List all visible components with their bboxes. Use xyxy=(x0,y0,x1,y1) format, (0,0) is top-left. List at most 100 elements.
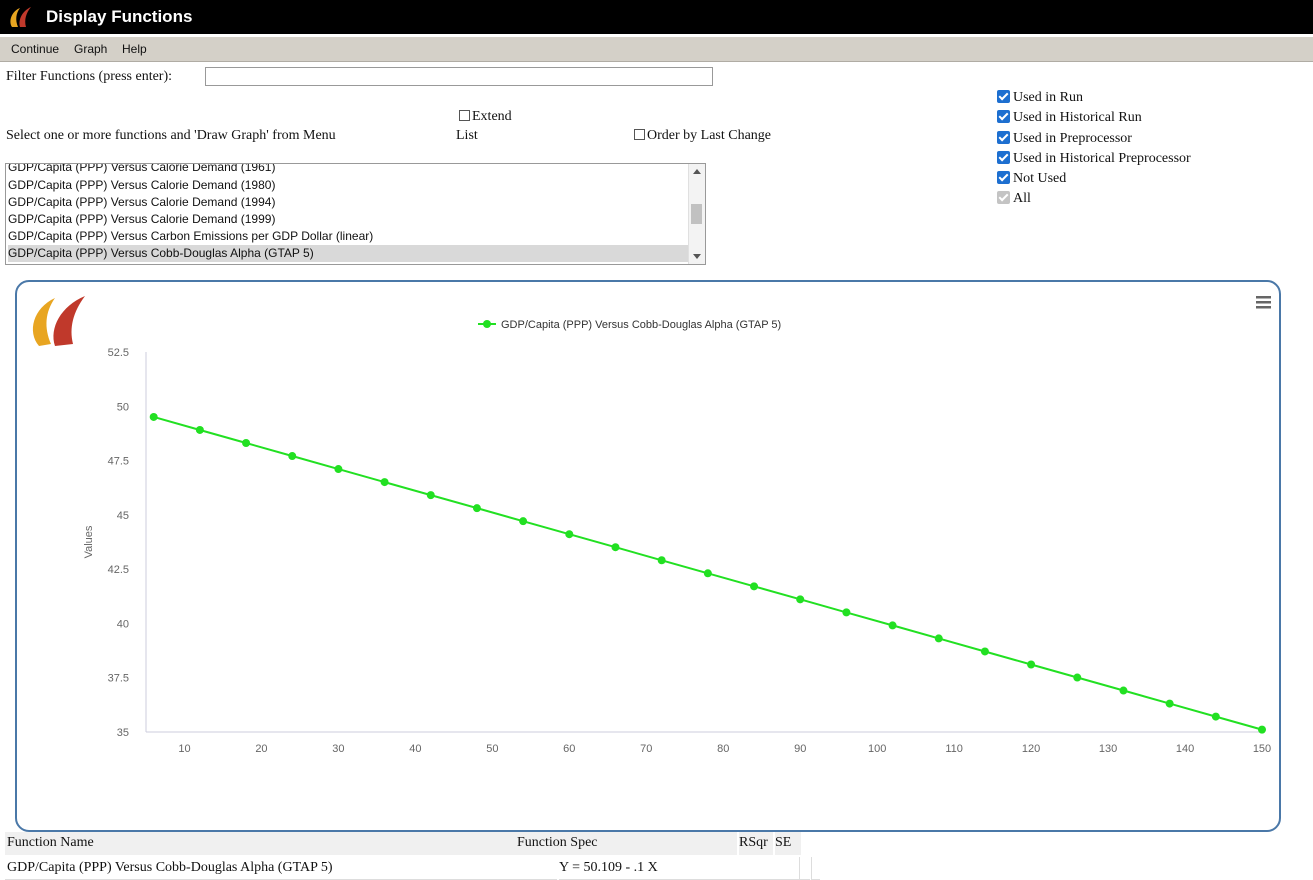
col-function-name: Function Name xyxy=(5,832,517,855)
data-point[interactable] xyxy=(565,530,574,539)
extend-option[interactable]: Extend xyxy=(459,109,512,125)
data-point[interactable] xyxy=(1211,712,1220,721)
list-item-selected[interactable]: GDP/Capita (PPP) Versus Cobb-Douglas Alp… xyxy=(8,245,688,262)
x-tick-label: 80 xyxy=(717,743,729,755)
line-chart: GDP/Capita (PPP) Versus Cobb-Douglas Alp… xyxy=(32,296,1271,755)
scroll-thumb[interactable] xyxy=(691,204,702,224)
scroll-down-icon[interactable] xyxy=(693,254,701,259)
usage-filters: Used in Run Used in Historical Run Used … xyxy=(997,88,1191,210)
menu-help[interactable]: Help xyxy=(122,42,147,56)
window-title: Display Functions xyxy=(46,7,193,26)
filter-used-in-run[interactable]: Used in Run xyxy=(997,88,1191,108)
x-tick-label: 110 xyxy=(945,743,963,755)
list-item[interactable]: GDP/Capita (PPP) Versus Calorie Demand (… xyxy=(8,178,276,192)
app-logo-icon xyxy=(10,7,31,27)
list-scrollbar[interactable] xyxy=(688,164,705,264)
menu-bar: Continue Graph Help xyxy=(0,37,1313,62)
data-point[interactable] xyxy=(1165,699,1174,708)
col-se: SE xyxy=(775,832,801,855)
data-point[interactable] xyxy=(426,491,435,500)
function-listbox[interactable]: GDP/Capita (PPP) Versus Calorie Demand (… xyxy=(5,163,706,265)
data-point[interactable] xyxy=(195,425,204,434)
order-option[interactable]: Order by Last Change xyxy=(634,128,771,144)
order-checkbox[interactable] xyxy=(634,129,645,140)
data-point[interactable] xyxy=(888,621,897,630)
filter-used-in-historical-run[interactable]: Used in Historical Run xyxy=(997,108,1191,128)
scroll-up-icon[interactable] xyxy=(693,169,701,174)
y-tick-label: 47.5 xyxy=(108,456,129,468)
data-point[interactable] xyxy=(611,543,620,552)
list-label: List xyxy=(456,128,478,143)
filter-not-used[interactable]: Not Used xyxy=(997,169,1191,189)
filter-label-text: All xyxy=(1013,191,1031,207)
data-point[interactable] xyxy=(472,504,481,513)
chart-logo-icon xyxy=(32,296,85,346)
x-tick-label: 150 xyxy=(1253,743,1271,755)
y-tick-label: 50 xyxy=(117,401,129,413)
list-item[interactable]: GDP/Capita (PPP) Versus Calorie Demand (… xyxy=(8,195,276,209)
filter-label-text: Used in Run xyxy=(1013,90,1083,105)
instruction-text: Select one or more functions and 'Draw G… xyxy=(6,128,336,143)
data-point[interactable] xyxy=(796,595,805,604)
hamburger-menu-icon[interactable] xyxy=(1256,296,1271,309)
extend-checkbox[interactable] xyxy=(459,110,470,121)
checkbox-checked-icon[interactable] xyxy=(997,110,1010,124)
data-point[interactable] xyxy=(934,634,943,643)
x-tick-label: 70 xyxy=(640,743,652,755)
y-axis-title: Values xyxy=(83,525,95,558)
data-point[interactable] xyxy=(1073,673,1082,682)
data-point[interactable] xyxy=(1119,686,1128,695)
y-tick-label: 40 xyxy=(117,618,129,630)
checkbox-checked-icon[interactable] xyxy=(997,130,1010,144)
chart-legend[interactable]: GDP/Capita (PPP) Versus Cobb-Douglas Alp… xyxy=(478,319,781,331)
checkbox-checked-icon[interactable] xyxy=(997,150,1010,164)
data-point[interactable] xyxy=(1258,725,1266,734)
filter-all: All xyxy=(997,189,1191,209)
data-point[interactable] xyxy=(1027,660,1036,669)
x-tick-label: 90 xyxy=(794,743,806,755)
data-point[interactable] xyxy=(842,608,851,617)
order-label: Order by Last Change xyxy=(647,128,772,143)
list-item[interactable]: GDP/Capita (PPP) Versus Calorie Demand (… xyxy=(8,212,276,226)
checkbox-checked-icon[interactable] xyxy=(997,90,1010,103)
x-tick-label: 100 xyxy=(868,743,886,755)
y-tick-label: 42.5 xyxy=(108,564,129,576)
filter-label-text: Not Used xyxy=(1013,171,1067,187)
y-axis-ticks: 35 37.5 40 42.5 45 47.5 50 52.5 xyxy=(108,347,129,739)
filter-used-in-preprocessor[interactable]: Used in Preprocessor xyxy=(997,129,1191,149)
data-point[interactable] xyxy=(519,517,528,526)
y-tick-label: 37.5 xyxy=(108,673,129,685)
data-point[interactable] xyxy=(980,647,989,656)
data-point[interactable] xyxy=(750,582,759,591)
data-point[interactable] xyxy=(703,569,712,578)
x-tick-label: 20 xyxy=(255,743,267,755)
x-tick-label: 50 xyxy=(486,743,498,755)
x-tick-label: 10 xyxy=(178,743,190,755)
filter-used-in-historical-preprocessor[interactable]: Used in Historical Preprocessor xyxy=(997,149,1191,169)
data-point[interactable] xyxy=(288,452,297,461)
data-point[interactable] xyxy=(149,412,158,421)
data-point[interactable] xyxy=(334,465,343,474)
extend-label: Extend xyxy=(472,109,512,124)
x-tick-label: 40 xyxy=(409,743,421,755)
y-tick-label: 35 xyxy=(117,727,129,739)
menu-graph[interactable]: Graph xyxy=(74,42,108,56)
chart-panel: GDP/Capita (PPP) Versus Cobb-Douglas Alp… xyxy=(15,280,1281,832)
filter-label: Filter Functions (press enter): xyxy=(6,69,173,84)
checkbox-disabled-icon xyxy=(997,191,1010,205)
data-point[interactable] xyxy=(657,556,666,565)
title-bar: Display Functions xyxy=(0,0,1313,34)
filter-label-text: Used in Historical Run xyxy=(1013,110,1142,126)
checkbox-checked-icon[interactable] xyxy=(997,171,1010,185)
x-tick-label: 140 xyxy=(1176,743,1194,755)
list-item[interactable]: GDP/Capita (PPP) Versus Carbon Emissions… xyxy=(8,229,374,243)
x-tick-label: 130 xyxy=(1099,743,1117,755)
data-point[interactable] xyxy=(380,478,389,487)
data-point[interactable] xyxy=(242,439,251,448)
filter-input[interactable] xyxy=(205,67,713,86)
y-tick-label: 52.5 xyxy=(108,347,129,359)
list-item[interactable]: GDP/Capita (PPP) Versus Calorie Demand (… xyxy=(8,163,276,174)
filter-label-text: Used in Preprocessor xyxy=(1013,130,1132,146)
x-axis-ticks: 10 20 30 40 50 60 70 80 90 100 110 120 130 140 150 xyxy=(178,743,1271,755)
menu-continue[interactable]: Continue xyxy=(11,42,60,56)
